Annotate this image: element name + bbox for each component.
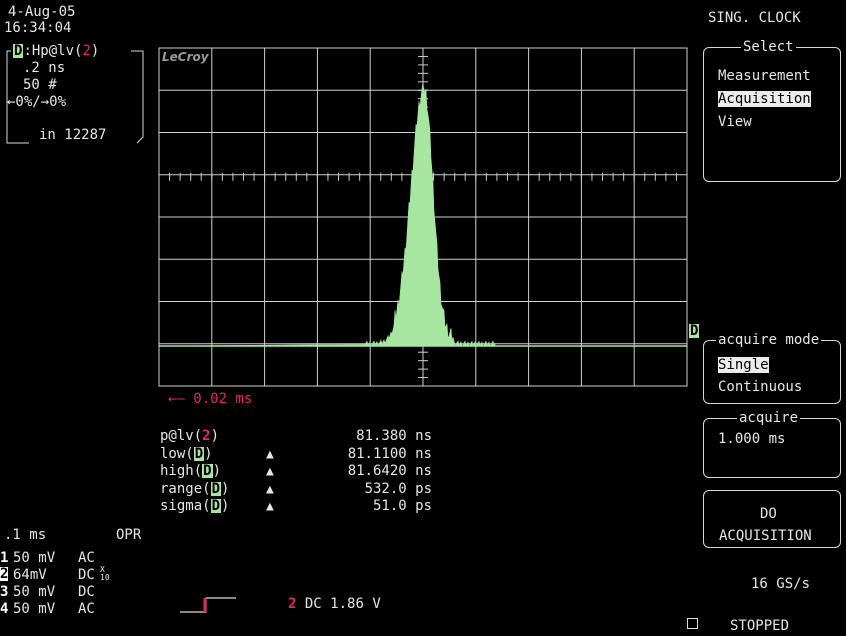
- acquire-mode-item[interactable]: Continuous: [718, 379, 803, 395]
- measurement-value: 81.6420 ns: [347, 463, 432, 479]
- select-menu-item[interactable]: View: [718, 114, 752, 130]
- measurement-list: p@lv(2) 81.380 ns low(D) ▲ 81.1100 ns high(D)…: [160, 428, 460, 528]
- acquire-mode-title: acquire mode: [716, 332, 822, 348]
- measurement-source: D: [202, 463, 213, 479]
- channel-volts: 64mV: [13, 567, 47, 583]
- channel-volts: 50 mV: [13, 550, 56, 566]
- stat-icon: ▲: [266, 481, 274, 497]
- channel-settings: 1 50 mV AC 2 64mV DC X 10 3 50 mV DC 4 50 mV AC: [0, 550, 150, 636]
- channel-number: 4: [0, 601, 9, 617]
- measurement-row[interactable]: low(D) ▲ 81.1100 ns: [160, 446, 460, 462]
- status-box-icon: [687, 618, 698, 629]
- trace-d-marker: D: [689, 323, 700, 339]
- channel-row[interactable]: 2 64mV DC X 10: [0, 565, 150, 583]
- timebase-offset-marker: ←— 0.02 ms: [168, 391, 253, 407]
- brand-logo: LeCroy: [162, 50, 209, 64]
- acquire-mode-menu: Single Continuous: [718, 357, 802, 401]
- menu-title: SING. CLOCK: [708, 10, 801, 26]
- operation-mode: OPR: [116, 527, 142, 543]
- channel-coupling: DC: [78, 567, 95, 583]
- measurement-value: 532.0 ps: [364, 480, 432, 497]
- measurement-value: 81.380 ns: [356, 428, 432, 444]
- measurement-source: D: [210, 480, 222, 497]
- status-text: STOPPED: [730, 618, 790, 634]
- channel-coupling: AC: [78, 601, 95, 617]
- param-range: ←0%/→0%: [7, 94, 67, 110]
- do-acquisition-button[interactable]: [703, 490, 841, 548]
- date-label: 4-Aug-05: [8, 4, 76, 20]
- measurement-row[interactable]: range(D) ▲ 532.0 ps: [160, 481, 460, 497]
- measurement-source: D: [193, 445, 205, 462]
- param-count: 50 #: [23, 77, 57, 93]
- channel-coupling: DC: [78, 584, 95, 600]
- measurement-label: sigma(D): [160, 498, 230, 514]
- trace-d-badge: D: [13, 43, 24, 59]
- histogram-param-box[interactable]: D:Hp@lv(2) .2 ns 50 # ←0%/→0% in 12287: [3, 37, 153, 147]
- channel-number: 3: [0, 584, 9, 600]
- measurement-source: 2: [202, 428, 211, 444]
- select-menu: Measurement Acquisition View: [718, 68, 811, 137]
- measurement-row[interactable]: p@lv(2) 81.380 ns: [160, 428, 460, 444]
- stat-icon: ▲: [266, 446, 274, 462]
- stat-icon: ▲: [266, 464, 274, 479]
- measurement-value: 81.1100 ns: [347, 445, 432, 462]
- param-width: .2 ns: [23, 60, 66, 76]
- measurement-label: high(D): [160, 463, 222, 479]
- measurement-row[interactable]: high(D) ▲ 81.6420 ns: [160, 463, 460, 479]
- acquire-time-value[interactable]: 1.000 ms: [718, 431, 786, 447]
- measurement-label: range(D): [160, 480, 230, 497]
- channel-number: 1: [0, 550, 9, 566]
- channel-number: 2: [0, 566, 9, 582]
- probe-attenuation: X 10: [100, 565, 110, 582]
- channel-row[interactable]: 4 50 mV AC: [0, 601, 150, 617]
- acquire-panel: [703, 418, 841, 478]
- acquisition-label: ACQUISITION: [719, 528, 812, 544]
- select-menu-item[interactable]: Acquisition: [718, 91, 811, 107]
- time-label: 16:34:04: [4, 20, 72, 36]
- channel-volts: 50 mV: [13, 584, 56, 600]
- measurement-row[interactable]: sigma(D) ▲ 51.0 ps: [160, 498, 460, 514]
- measurement-value: 51.0 ps: [372, 498, 432, 514]
- measurement-label: p@lv(2): [160, 428, 220, 444]
- do-label: DO: [760, 506, 777, 522]
- sample-rate: 16 GS/s: [751, 576, 811, 592]
- channel-row[interactable]: 3 50 mV DC: [0, 584, 150, 600]
- param-box-frame: [6, 50, 144, 144]
- trigger-settings: 2 DC 1.86 V: [288, 596, 381, 612]
- select-panel-title: Select: [741, 39, 796, 55]
- channel-coupling: AC: [78, 550, 95, 566]
- channel-volts: 50 mV: [13, 601, 56, 617]
- timebase-value: .1 ms: [4, 527, 47, 543]
- channel-row[interactable]: 1 50 mV AC: [0, 550, 150, 566]
- acquire-mode-item[interactable]: Single: [718, 357, 769, 373]
- histogram-trace: [158, 81, 496, 347]
- acquire-panel-title: acquire: [737, 410, 801, 426]
- measurement-source: D: [210, 498, 222, 514]
- select-menu-item[interactable]: Measurement: [718, 68, 811, 84]
- param-in: in 12287: [39, 127, 107, 143]
- measurement-label: low(D): [160, 445, 213, 462]
- param-box-title: D:Hp@lv(2): [13, 43, 100, 59]
- stat-icon: ▲: [266, 499, 274, 514]
